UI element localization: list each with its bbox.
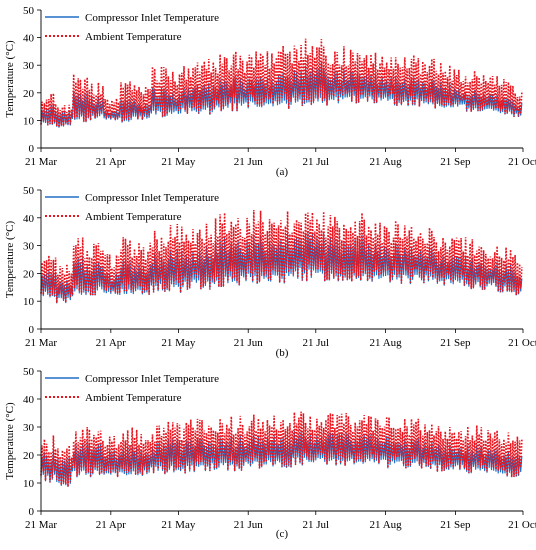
x-tick-label: 21 Jun — [234, 337, 264, 349]
legend-label: Ambient Temperature — [85, 392, 182, 404]
legend-label: Ambient Temperature — [85, 211, 182, 223]
x-tick-label: 21 May — [161, 156, 195, 168]
ambient-temperature-line — [40, 38, 523, 128]
y-tick-label: 50 — [23, 5, 35, 17]
x-tick-label: 21 Apr — [96, 337, 127, 349]
chart-panel-3: 0 10 20 30 40 50 Temperature (°C) 21 Mar 21 Apr 2… — [4, 366, 536, 540]
x-tick-label: 21 May — [161, 519, 195, 531]
y-tick-label: 10 — [23, 296, 35, 308]
y-tick-label: 30 — [23, 60, 35, 72]
y-tick-label: 20 — [23, 268, 35, 280]
chart-panel-1: 0 10 20 30 40 50 Temperature (°C) 21 Mar 21 Apr 2… — [4, 5, 536, 178]
x-tick-label: 21 Aug — [370, 337, 403, 349]
y-tick-label: 40 — [23, 394, 35, 406]
y-tick-label: 0 — [29, 324, 35, 336]
panel-label: (a) — [276, 166, 289, 178]
y-axis-label: Temperature (°C) — [4, 402, 16, 480]
y-tick-label: 50 — [23, 366, 35, 378]
y-tick-label: 30 — [23, 241, 35, 253]
y-tick-label: 50 — [23, 185, 35, 197]
x-tick-label: 21 Mar — [25, 337, 57, 349]
x-tick-label: 21 Jun — [234, 156, 264, 168]
x-tick-label: 21 Jun — [234, 519, 264, 531]
x-tick-label: 21 Mar — [25, 519, 57, 531]
ambient-temperature-line — [40, 210, 523, 304]
y-tick-label: 20 — [23, 88, 35, 100]
y-tick-label: 40 — [23, 33, 35, 45]
x-tick-label: 21 Aug — [370, 156, 403, 168]
legend-label: Ambient Temperature — [85, 31, 182, 43]
x-tick-label: 21 May — [161, 337, 195, 349]
panel-label: (b) — [276, 347, 289, 359]
y-tick-label: 20 — [23, 450, 35, 462]
x-tick-label: 21 Jul — [302, 156, 329, 168]
y-tick-label: 0 — [29, 506, 35, 518]
y-axis-label: Temperature (°C) — [4, 40, 16, 118]
y-tick-label: 40 — [23, 213, 35, 225]
legend-label: Compressor Inlet Temperature — [85, 12, 219, 24]
x-tick-label: 21 Apr — [96, 156, 127, 168]
y-tick-label: 0 — [29, 143, 35, 155]
x-tick-label: 21 Apr — [96, 519, 127, 531]
x-tick-label: 21 Mar — [25, 156, 57, 168]
x-tick-label: 21 Sep — [440, 337, 471, 349]
x-tick-label: 21 Oct — [508, 156, 536, 168]
legend-label: Compressor Inlet Temperature — [85, 373, 219, 385]
x-tick-label: 21 Jul — [302, 337, 329, 349]
chart-panel-2: 0 10 20 30 40 50 Temperature (°C) 21 Mar 21 Apr 2… — [4, 185, 536, 359]
panel-label: (c) — [276, 528, 289, 540]
ambient-temperature-line — [40, 411, 523, 487]
y-tick-label: 10 — [23, 115, 35, 127]
y-tick-label: 10 — [23, 478, 35, 490]
x-tick-label: 21 Oct — [508, 519, 536, 531]
x-tick-label: 21 Aug — [370, 519, 403, 531]
x-tick-label: 21 Jul — [302, 519, 329, 531]
y-tick-label: 30 — [23, 422, 35, 434]
x-tick-label: 21 Sep — [440, 519, 471, 531]
x-tick-label: 21 Sep — [440, 156, 471, 168]
x-tick-label: 21 Oct — [508, 337, 536, 349]
legend-label: Compressor Inlet Temperature — [85, 192, 219, 204]
y-axis-label: Temperature (°C) — [4, 221, 16, 299]
